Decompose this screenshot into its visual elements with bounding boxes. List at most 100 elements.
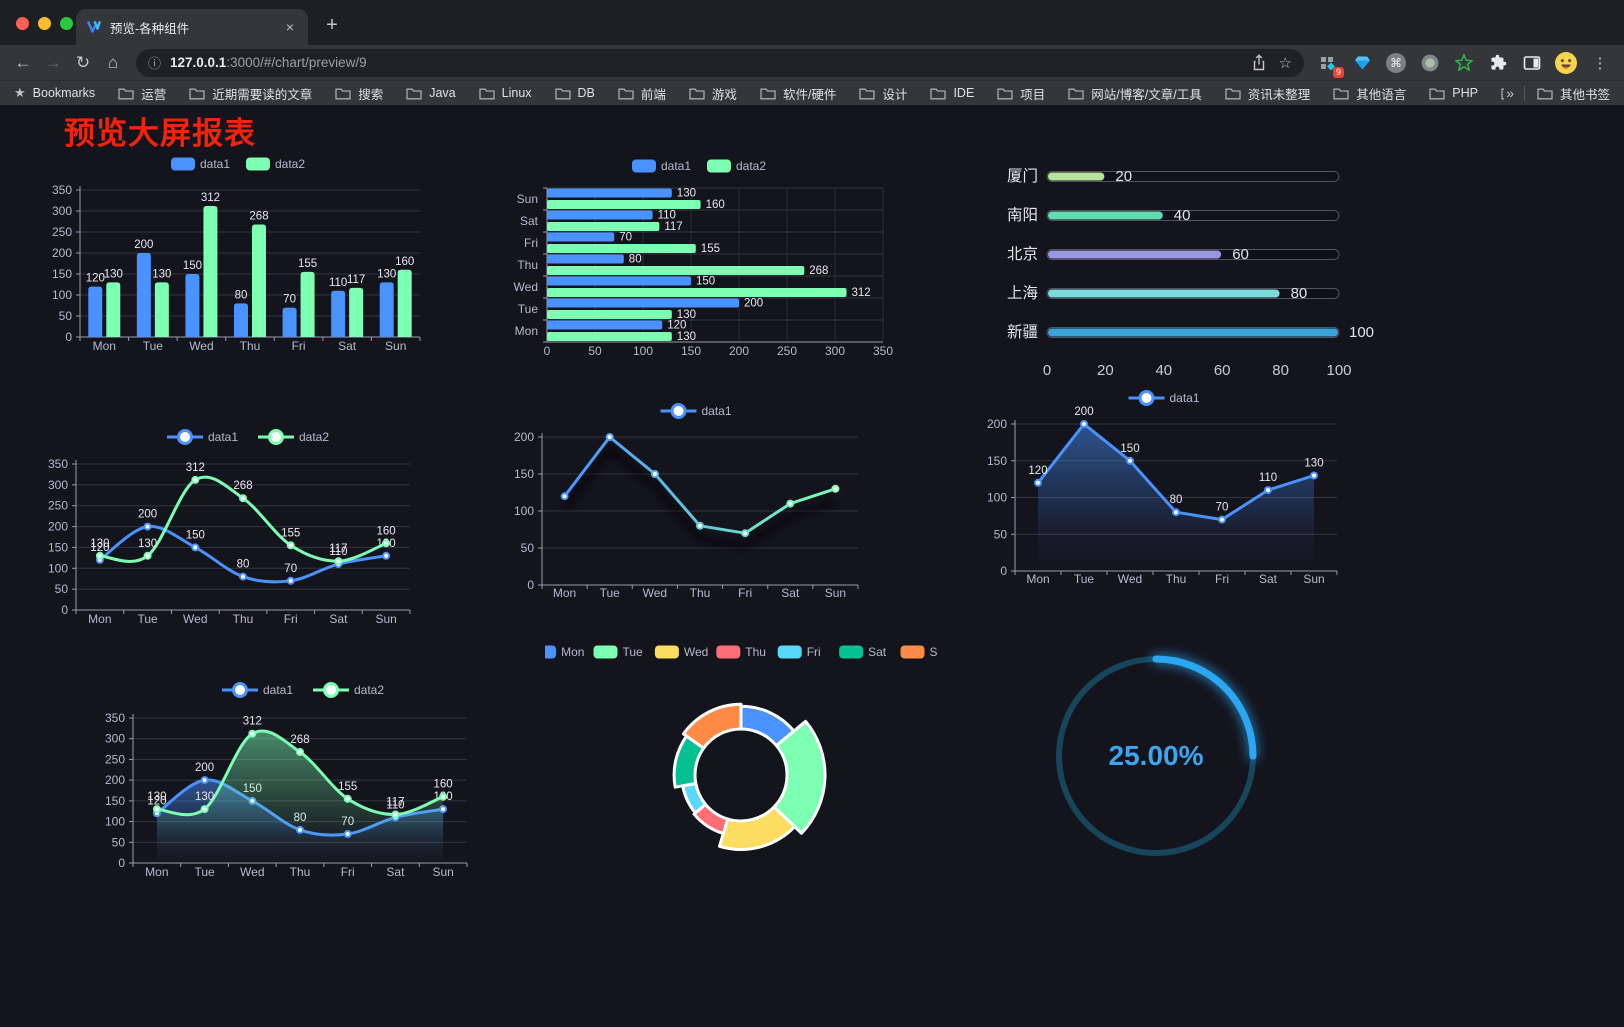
svg-text:Fri: Fri: [1215, 572, 1229, 586]
bookmark-folder-label: 近期需要读的文章: [212, 87, 313, 102]
browser-tab[interactable]: 预览-各种组件 ×: [76, 9, 308, 45]
bookmark-folder[interactable]: 设计: [859, 84, 907, 103]
tab-close-icon[interactable]: ×: [285, 19, 295, 35]
home-button[interactable]: ⌂: [107, 52, 119, 72]
extensions-puzzle-icon[interactable]: [1486, 51, 1510, 75]
legend-item[interactable]: Wed: [654, 645, 708, 659]
minimize-window-button[interactable]: [38, 17, 51, 30]
bookmark-folder[interactable]: 项目: [997, 84, 1045, 103]
extension-icons: 9 ⌘ ⋮: [1312, 51, 1616, 78]
legend-item[interactable]: Sun: [900, 645, 938, 659]
bookmark-folder[interactable]: 游戏: [689, 84, 737, 103]
extension-grid-diamond-icon[interactable]: 9: [1316, 51, 1344, 78]
bookmark-folder[interactable]: 运营: [118, 84, 166, 103]
svg-text:200: 200: [105, 773, 125, 787]
bookmark-folder[interactable]: Java: [406, 84, 456, 103]
command-extension-icon[interactable]: ⌘: [1384, 51, 1408, 75]
legend-item[interactable]: data1: [171, 157, 230, 171]
svg-text:350: 350: [52, 183, 72, 197]
svg-text:300: 300: [48, 478, 68, 492]
share-icon[interactable]: [1251, 54, 1267, 71]
svg-text:100: 100: [633, 344, 653, 358]
svg-text:100: 100: [1326, 362, 1351, 379]
svg-text:100: 100: [52, 288, 72, 302]
svg-text:Sat: Sat: [386, 865, 405, 879]
close-window-button[interactable]: [16, 17, 29, 30]
legend-item[interactable]: Mon: [545, 645, 584, 659]
legend-item[interactable]: data2: [246, 157, 305, 171]
svg-text:200: 200: [138, 509, 157, 521]
dashboard-page: 预览大屏报表 data1 data2 0 50 100 150 200 250 300 350 Mo…: [0, 105, 1624, 1027]
legend-item[interactable]: data2: [258, 429, 329, 445]
bookmark-folder[interactable]: IDE: [930, 84, 974, 103]
back-button[interactable]: ←: [14, 52, 32, 72]
svg-text:150: 150: [514, 467, 534, 481]
forward-button[interactable]: →: [44, 52, 62, 72]
legend-item[interactable]: data1: [167, 429, 238, 445]
legend-item[interactable]: data2: [707, 159, 766, 173]
legend-item[interactable]: Sat: [839, 645, 887, 659]
svg-text:120: 120: [147, 795, 166, 807]
svg-text:Mon: Mon: [88, 612, 111, 626]
svg-text:上海: 上海: [1007, 284, 1038, 302]
reload-button[interactable]: ↻: [75, 52, 91, 72]
svg-text:Sun: Sun: [385, 339, 406, 353]
legend-item[interactable]: Thu: [716, 645, 766, 659]
legend-item[interactable]: Tue: [593, 645, 644, 659]
bookmark-folder-label: Linux: [501, 86, 532, 100]
side-panel-icon[interactable]: [1520, 51, 1544, 75]
bookmark-folder[interactable]: Linux: [478, 84, 532, 103]
bookmark-folder[interactable]: 网站/博客/文章/工具: [1068, 84, 1202, 103]
svg-text:Sat: Sat: [520, 214, 539, 228]
svg-text:20: 20: [1097, 362, 1114, 379]
bookmark-folder[interactable]: 其他语言: [1333, 84, 1406, 103]
folder-icon: [1333, 87, 1349, 100]
legend-item[interactable]: data1: [222, 682, 293, 698]
svg-text:40: 40: [1155, 362, 1172, 379]
site-info-icon[interactable]: ⓘ: [148, 56, 162, 71]
zoom-window-button[interactable]: [60, 17, 73, 30]
svg-text:120: 120: [1028, 465, 1047, 477]
bookmark-folder[interactable]: 软件/硬件: [760, 84, 836, 103]
record-extension-icon[interactable]: [1418, 51, 1442, 75]
bookmark-page-star-icon[interactable]: ☆: [1278, 54, 1292, 72]
legend-item[interactable]: data2: [313, 682, 384, 698]
svg-text:200: 200: [134, 239, 153, 251]
address-bar[interactable]: ⓘ 127.0.0.1:3000/#/chart/preview/9 ☆: [136, 48, 1304, 77]
bookmarks-overflow-chevron[interactable]: »: [1506, 85, 1514, 101]
svg-text:100: 100: [48, 561, 68, 575]
bookmark-folder[interactable]: 近期需要读的文章: [189, 84, 312, 103]
svg-text:data2: data2: [275, 157, 305, 171]
svg-text:300: 300: [52, 204, 72, 218]
legend-item[interactable]: data1: [1128, 390, 1200, 406]
bookmark-folder[interactable]: 搜索: [335, 84, 383, 103]
url-text: 127.0.0.1:3000/#/chart/preview/9: [170, 55, 1242, 70]
svg-text:Sun: Sun: [930, 645, 938, 659]
folder-icon: [689, 87, 705, 100]
other-bookmarks-folder[interactable]: 其他书签: [1537, 84, 1610, 103]
url-host: 127.0.0.1: [170, 55, 227, 70]
svg-text:50: 50: [55, 582, 69, 596]
gem-extension-icon[interactable]: [1350, 51, 1374, 75]
svg-text:Sat: Sat: [868, 645, 887, 659]
bookmark-folder[interactable]: 资讯未整理: [1225, 84, 1310, 103]
profile-avatar[interactable]: [1554, 51, 1578, 75]
svg-text:312: 312: [852, 287, 871, 299]
legend-item[interactable]: data1: [660, 403, 732, 419]
browser-menu-icon[interactable]: ⋮: [1592, 54, 1608, 72]
svg-text:110: 110: [329, 546, 347, 558]
green-star-extension-icon[interactable]: [1452, 51, 1476, 75]
new-tab-button[interactable]: +: [326, 14, 338, 36]
bookmark-folder[interactable]: DB: [554, 84, 595, 103]
legend-item[interactable]: data1: [632, 159, 691, 173]
legend-item[interactable]: Fri: [777, 645, 821, 659]
svg-text:200: 200: [52, 246, 72, 260]
svg-text:110: 110: [329, 277, 347, 289]
bookmarks-manager-item[interactable]: ★ Bookmarks: [14, 85, 95, 101]
bookmark-folder[interactable]: PHP: [1429, 84, 1478, 103]
bookmark-folder[interactable]: 文件服务器: [1501, 84, 1505, 103]
bookmark-folder[interactable]: 前端: [618, 84, 666, 103]
bookmark-folder-label: 其他语言: [1356, 87, 1407, 102]
svg-text:250: 250: [105, 752, 125, 766]
area-line-chart: data1 0 50 100 150 200 Mon Tue Wed Thu Fri Sat Sun 12…: [975, 386, 1357, 598]
